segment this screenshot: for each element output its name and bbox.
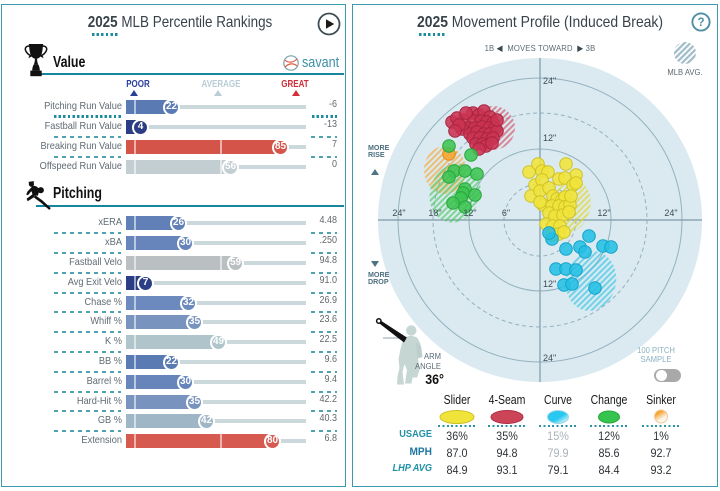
- svg-text:12": 12": [597, 208, 610, 218]
- svg-text:?: ?: [697, 17, 704, 29]
- svg-text:24": 24": [543, 353, 556, 363]
- svg-text:12": 12": [463, 208, 476, 218]
- svg-text:18": 18": [428, 208, 441, 218]
- svg-text:24": 24": [664, 208, 677, 218]
- svg-text:6": 6": [502, 208, 510, 218]
- svg-text:12": 12": [543, 133, 556, 143]
- svg-text:12": 12": [543, 279, 556, 289]
- svg-text:24": 24": [392, 208, 405, 218]
- svg-text:24": 24": [543, 76, 556, 86]
